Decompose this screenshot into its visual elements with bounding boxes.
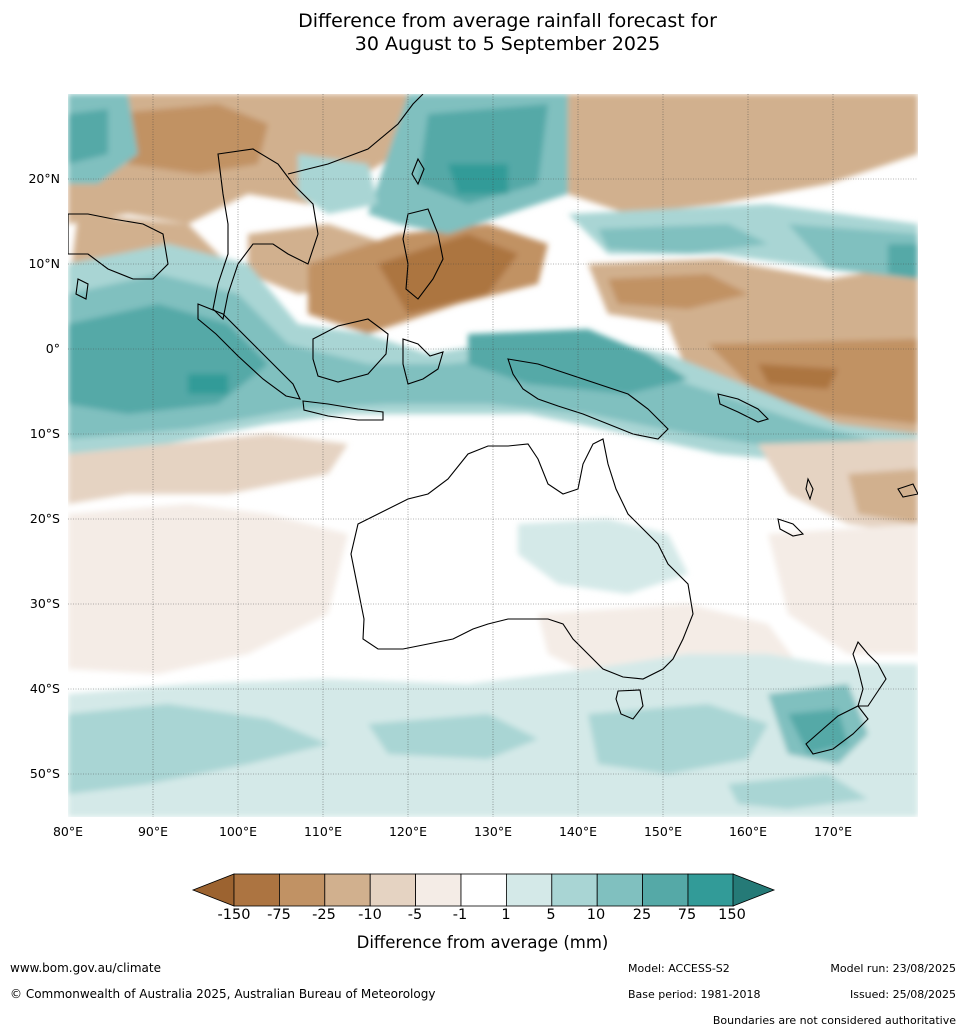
colorbar-cell <box>460 873 507 907</box>
title-line-1: Difference from average rainfall forecas… <box>298 10 717 32</box>
colorbar-lower-arrow <box>191 873 235 907</box>
lon-label-120e: 120°E <box>388 824 427 839</box>
colorbar-tick: -10 <box>358 907 382 923</box>
colorbar-tick: 5 <box>546 907 556 923</box>
colorbar-cell <box>642 873 689 907</box>
base-period-text: Base period: 1981-2018 <box>628 988 761 1001</box>
lon-label-140e: 140°E <box>558 824 597 839</box>
lon-label-110e: 110°E <box>303 824 342 839</box>
lat-label-10s: 10°S <box>29 426 60 441</box>
colorbar-upper-arrow <box>732 873 776 907</box>
lon-label-90e: 90°E <box>137 824 169 839</box>
colorbar-cell <box>415 873 462 907</box>
lat-label-50s: 50°S <box>29 766 60 781</box>
lon-label-80e: 80°E <box>52 824 84 839</box>
colorbar <box>191 873 776 907</box>
lon-label-150e: 150°E <box>643 824 682 839</box>
disclaimer-text: Boundaries are not considered authoritat… <box>712 1014 956 1027</box>
lat-label-equator: 0° <box>45 341 60 356</box>
lat-label-40s: 40°S <box>29 681 60 696</box>
colorbar-tick: -1 <box>452 907 468 923</box>
coastlines <box>68 94 918 755</box>
colorbar-tick: 10 <box>586 907 606 923</box>
colorbar-tick: -75 <box>267 907 291 923</box>
graticule <box>68 94 918 817</box>
colorbar-tick: 25 <box>632 907 652 923</box>
model-text: Model: ACCESS-S2 <box>628 962 730 975</box>
colorbar-cell <box>233 873 280 907</box>
copyright-text: © Commonwealth of Australia 2025, Austra… <box>10 987 436 1001</box>
lat-label-10n: 10°N <box>28 256 60 271</box>
lon-label-170e: 170°E <box>813 824 852 839</box>
colorbar-cell <box>596 873 644 907</box>
lat-label-20n: 20°N <box>28 171 60 186</box>
rainfall-map <box>68 94 918 817</box>
website-link[interactable]: www.bom.gov.au/climate <box>10 961 161 975</box>
title-line-2: 30 August to 5 September 2025 <box>354 33 661 55</box>
colorbar-tick: -150 <box>217 907 251 923</box>
colorbar-cell <box>369 873 416 907</box>
colorbar-cells <box>233 873 734 907</box>
lon-label-130e: 130°E <box>473 824 512 839</box>
model-run-text: Model run: 23/08/2025 <box>830 962 956 975</box>
colorbar-tick: 1 <box>501 907 511 923</box>
lon-label-100e: 100°E <box>218 824 257 839</box>
issued-text: Issued: 25/08/2025 <box>849 988 956 1001</box>
rainfall-map-svg <box>68 94 918 817</box>
colorbar-cell <box>324 873 371 907</box>
colorbar-label: Difference from average (mm) <box>356 933 609 952</box>
colorbar-cell <box>551 873 598 907</box>
lon-label-160e: 160°E <box>728 824 767 839</box>
colorbar-tick: -5 <box>407 907 423 923</box>
colorbar-cell <box>279 873 326 907</box>
lat-label-30s: 30°S <box>29 596 60 611</box>
map-title: Difference from average rainfall forecas… <box>0 10 965 56</box>
colorbar-tick: 150 <box>718 907 746 923</box>
colorbar-cell <box>687 873 734 907</box>
colorbar-cell <box>505 873 553 907</box>
colorbar-tick: -25 <box>312 907 336 923</box>
lat-label-20s: 20°S <box>29 511 60 526</box>
colorbar-tick: 75 <box>677 907 697 923</box>
